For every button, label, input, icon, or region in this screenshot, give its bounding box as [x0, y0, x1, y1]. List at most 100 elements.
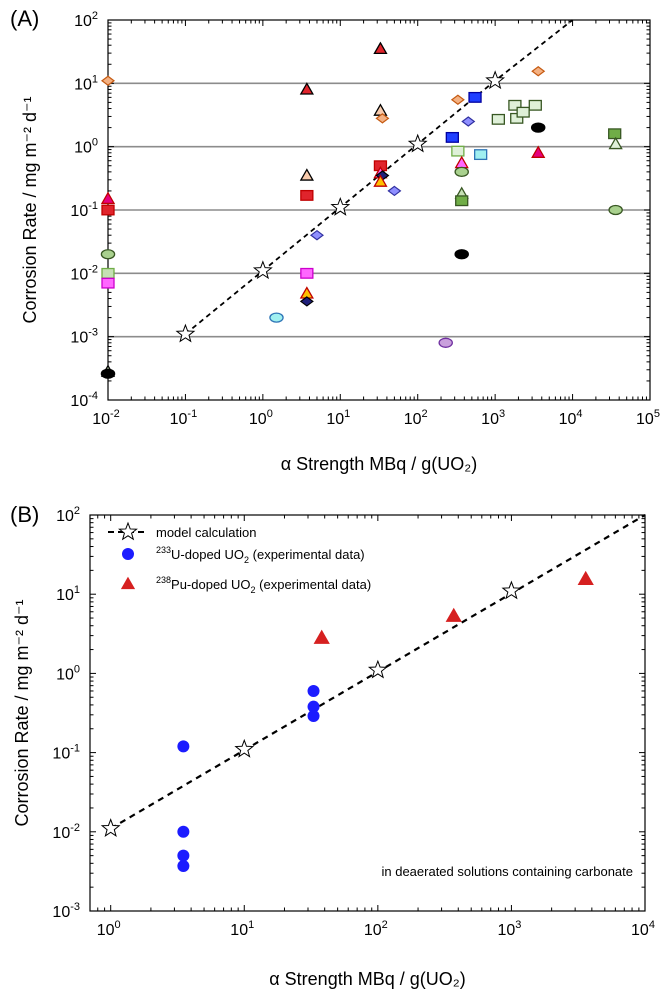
legend-star-icon: [118, 521, 138, 541]
x-tick-label: 103: [497, 919, 521, 939]
model-point: [485, 70, 506, 90]
data-point: [373, 103, 388, 116]
model-point: [175, 323, 196, 343]
data-point: [299, 296, 314, 307]
data-point: [387, 185, 402, 197]
legend-triangle-icon: [120, 576, 136, 590]
data-point: [455, 195, 469, 207]
model-line: [184, 19, 574, 335]
y-tick-label: 100: [56, 663, 80, 683]
data-point: [300, 189, 314, 201]
data-point: [528, 99, 542, 111]
data-point: [299, 82, 314, 95]
y-tick-label: 102: [74, 10, 98, 30]
y-tick-label: 10-3: [70, 327, 98, 347]
model-point: [501, 580, 522, 600]
model-point: [330, 196, 351, 216]
plot-frame: [89, 514, 646, 912]
annotation-text: in deaerated solutions containing carbon…: [381, 864, 633, 879]
y-tick-label: 102: [56, 505, 80, 525]
data-point: [300, 267, 314, 279]
data-point: [608, 136, 623, 150]
x-axis-title: α Strength MBq / g(UO₂): [281, 454, 477, 474]
data-point: [530, 122, 546, 133]
u233-point: [177, 849, 190, 862]
data-point: [516, 106, 530, 118]
y-axis-title: Corrosion Rate / mg m⁻² d⁻¹: [20, 96, 40, 323]
data-point: [608, 204, 623, 216]
data-point: [468, 91, 482, 103]
x-tick-label: 102: [404, 408, 428, 428]
u233-point: [307, 684, 320, 697]
data-point: [531, 145, 546, 158]
x-tick-label: 104: [631, 919, 655, 939]
x-tick-label: 100: [97, 919, 121, 939]
pu238-point: [313, 629, 330, 644]
u233-point: [307, 709, 320, 722]
x-tick-label: 101: [326, 408, 350, 428]
data-point: [101, 277, 115, 289]
data-point: [101, 75, 115, 86]
model-point: [100, 818, 121, 837]
y-tick-label: 10-2: [70, 263, 98, 283]
data-point: [101, 204, 115, 216]
x-tick-label: 101: [230, 919, 254, 939]
data-point: [508, 99, 522, 111]
data-point: [454, 155, 469, 169]
data-point: [299, 168, 314, 181]
model-point: [407, 133, 428, 153]
data-point: [474, 149, 488, 161]
data-point: [373, 41, 388, 55]
u233-point: [177, 825, 190, 838]
pu238-point: [577, 570, 594, 586]
data-point: [451, 145, 465, 157]
data-point: [375, 113, 390, 124]
data-point: [438, 337, 453, 348]
data-point: [608, 128, 622, 140]
model-point: [234, 738, 255, 758]
data-point: [309, 229, 324, 241]
pu238-point: [445, 607, 462, 622]
data-point: [461, 116, 476, 127]
y-tick-label: 100: [74, 137, 98, 157]
data-point: [269, 312, 284, 323]
data-point: [373, 174, 388, 187]
x-tick-label: 10-1: [170, 408, 198, 428]
y-tick-label: 10-1: [70, 200, 98, 220]
panel-b-label: (B): [10, 502, 39, 527]
y-tick-label: 10-3: [52, 901, 80, 921]
y-tick-label: 10-1: [52, 743, 80, 763]
x-tick-label: 104: [559, 408, 583, 428]
panel-a: (A) 10-2 10-1 100 101 102 103 104 105 10-4 10-3 10-…: [10, 6, 660, 474]
panel-a-label: (A): [10, 6, 39, 31]
model-point: [367, 659, 388, 679]
data-point: [100, 249, 116, 260]
u233-point: [307, 700, 320, 713]
panel-b: (B) 100 101 102 103 104 10-3 10-2 10-1 100 101 102 m…: [10, 502, 655, 989]
data-point: [531, 66, 546, 77]
legend-label-pu238: 238Pu-doped UO2 (experimental data): [156, 575, 371, 595]
x-tick-label: 102: [364, 919, 388, 939]
x-tick-label: 10-2: [92, 408, 120, 428]
x-tick-label: 103: [481, 408, 505, 428]
data-point: [491, 113, 505, 125]
data-point: [445, 131, 459, 143]
legend-circle-icon: [122, 548, 134, 560]
data-point: [100, 191, 116, 204]
x-tick-label: 105: [636, 408, 660, 428]
data-point: [101, 267, 115, 279]
y-tick-label: 101: [56, 584, 80, 604]
u233-point: [177, 740, 190, 753]
legend-label-model: model calculation: [156, 525, 256, 540]
y-axis-title: Corrosion Rate / mg m⁻² d⁻¹: [12, 599, 32, 826]
y-tick-label: 101: [74, 73, 98, 93]
y-tick-label: 10-2: [52, 822, 80, 842]
u233-point: [177, 859, 190, 872]
x-tick-label: 100: [249, 408, 273, 428]
legend-label-u233: 233U-doped UO2 (experimental data): [156, 545, 365, 565]
model-point: [252, 260, 273, 280]
x-axis-title: α Strength MBq / g(UO₂): [269, 969, 465, 989]
data-point: [100, 368, 116, 379]
data-point: [454, 249, 469, 260]
